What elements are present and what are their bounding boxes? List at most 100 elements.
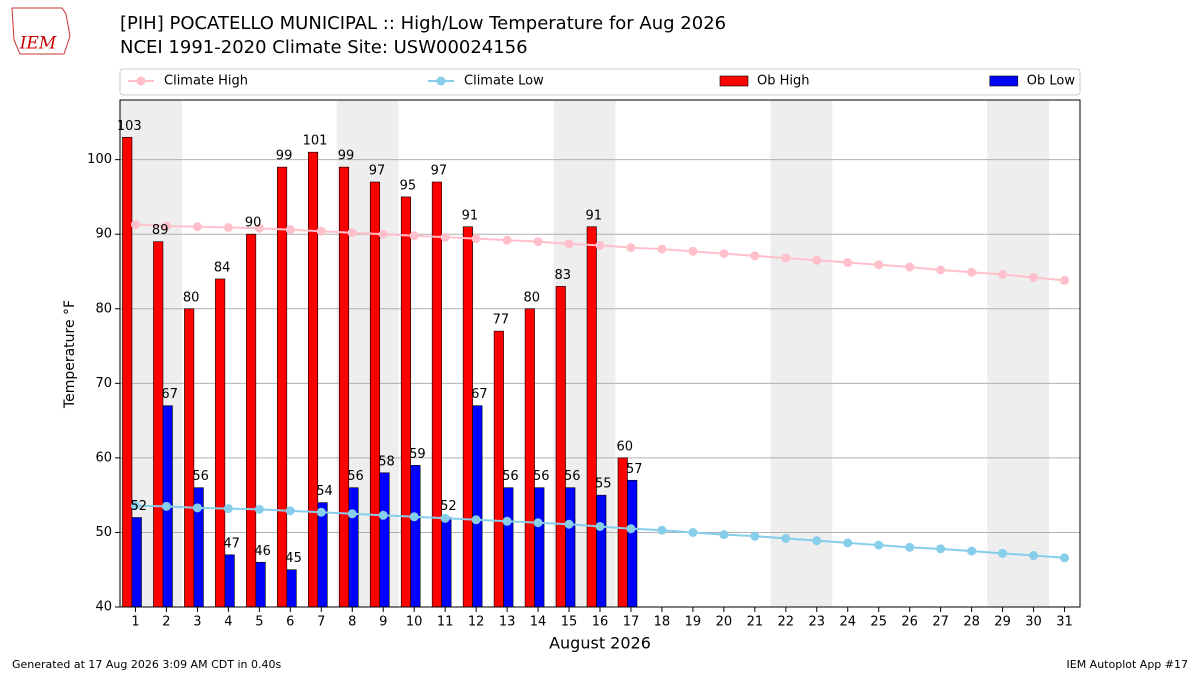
x-tick-label: 20 [716,615,733,630]
plot-frame [119,99,1081,608]
point [874,260,884,270]
point [781,533,791,543]
y-tick-label: 90 [95,227,112,242]
x-tick-label: 3 [193,615,201,630]
point [967,546,977,556]
point [843,258,853,268]
point [998,269,1008,279]
legend-label: Climate High [164,74,248,89]
point [254,223,264,233]
chart-subtitle: NCEI 1991-2020 Climate Site: USW00024156 [120,37,528,58]
point [998,548,1008,558]
point [936,544,946,554]
data-label: 67 [471,387,488,402]
point [595,521,605,531]
data-label: 54 [316,484,333,499]
bar [534,487,545,608]
legend-label: Climate Low [464,74,544,89]
bar [627,479,638,608]
bar [224,554,235,608]
bar [524,308,535,608]
x-axis-label: August 2026 [549,634,651,653]
point [564,239,574,249]
x-tick-label: 11 [437,615,454,630]
bar [410,465,421,608]
point [440,513,450,523]
y-tick-label: 100 [87,152,112,167]
x-tick-label: 30 [1025,615,1042,630]
x-tick-label: 26 [901,615,918,630]
point [440,232,450,242]
point [626,243,636,253]
bar [277,166,288,608]
data-label: 47 [223,536,240,551]
x-tick-label: 17 [623,615,640,630]
y-tick-label: 80 [95,301,112,316]
y-tick-label: 60 [95,450,112,465]
bar [596,494,607,608]
x-tick-label: 25 [870,615,887,630]
point [285,506,295,516]
x-tick-label: 14 [530,615,547,630]
point [843,538,853,548]
bar [617,457,628,608]
bar [184,308,195,608]
data-label: 84 [214,260,231,275]
point [471,515,481,525]
x-tick-label: 7 [317,615,325,630]
point [874,540,884,550]
y-tick-label: 40 [95,600,112,615]
point [409,231,419,241]
point [533,237,543,247]
point [161,501,171,511]
legend-label: Ob High [757,74,810,89]
bar [431,181,442,608]
x-tick-label: 27 [932,615,949,630]
point [502,235,512,245]
logo-text: IEM [19,34,57,54]
point [719,530,729,540]
point [905,542,915,552]
point [812,536,822,546]
footer-left: Generated at 17 Aug 2026 3:09 AM CDT in … [12,658,281,671]
point [781,253,791,263]
data-label: 56 [502,469,519,484]
x-tick-label: 16 [592,615,609,630]
legend-swatch [136,76,146,86]
x-tick-label: 2 [162,615,170,630]
logo-outline [11,7,71,55]
x-tick-label: 28 [963,615,980,630]
point [223,222,233,232]
point [130,501,140,511]
bar [122,136,133,608]
point [688,246,698,256]
data-label: 52 [440,499,457,514]
legend-swatch [719,75,749,87]
x-tick-label: 24 [839,615,856,630]
bar [317,502,328,608]
data-label: 46 [254,544,271,559]
bar [400,196,411,608]
point [223,504,233,514]
data-label: 67 [161,387,178,402]
data-label: 89 [152,223,169,238]
x-tick-label: 22 [778,615,795,630]
bar [255,561,266,608]
point [750,251,760,261]
bar [286,569,297,608]
point [316,507,326,517]
logo: IEM [11,7,71,55]
bar [503,487,514,608]
point [533,518,543,528]
x-tick-label: 23 [809,615,826,630]
point [750,531,760,541]
legend-label: Ob Low [1027,74,1076,89]
bar [472,405,483,608]
weekend-band [770,100,833,607]
x-tick-label: 1 [131,615,139,630]
data-label: 90 [245,216,262,231]
bar [215,278,226,608]
point [347,509,357,519]
bar [131,517,142,608]
data-label: 99 [338,149,355,164]
